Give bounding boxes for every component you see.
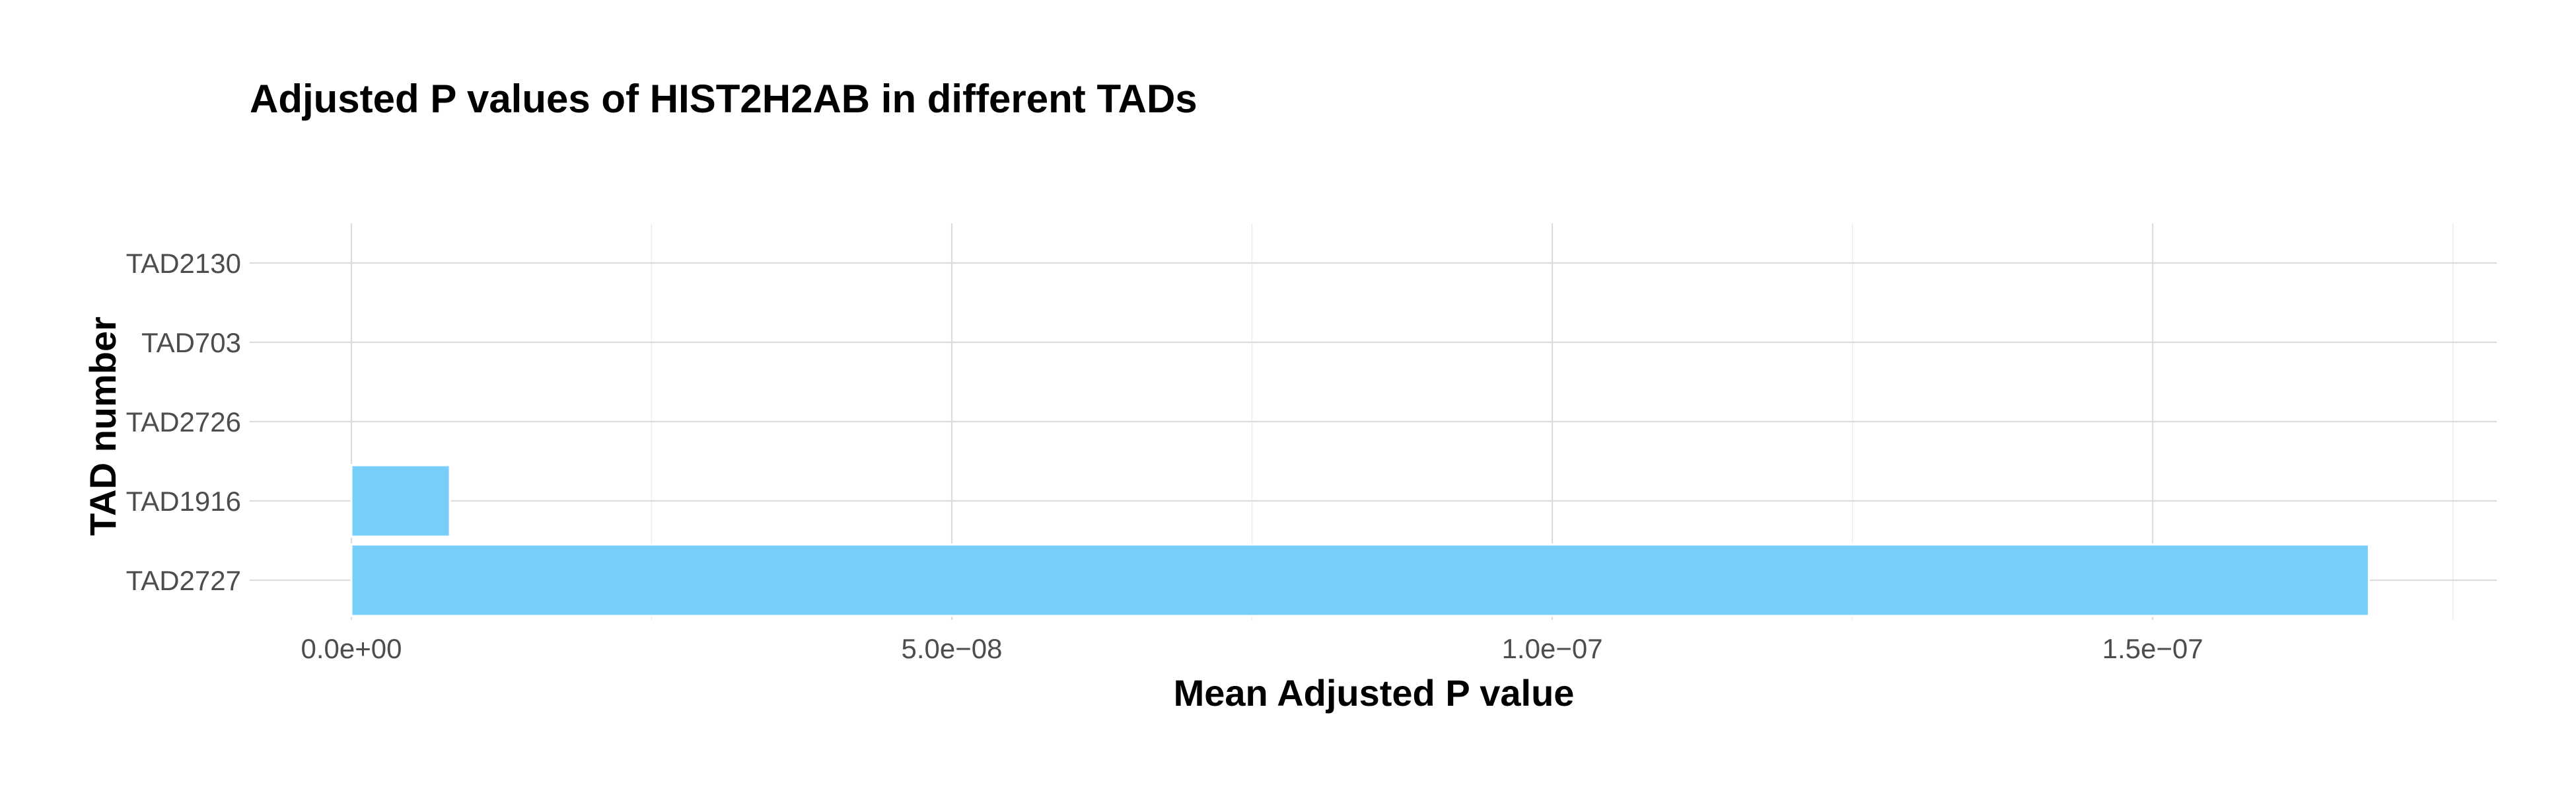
bar-tad1916 — [350, 464, 451, 538]
x-tick-label: 1.0e−07 — [1502, 633, 1603, 664]
y-tick-label: TAD1916 — [126, 486, 241, 517]
chart-title: Adjusted P values of HIST2H2AB in differ… — [250, 77, 1198, 121]
x-tick-label: 0.0e+00 — [301, 633, 402, 664]
bar-tad2727 — [350, 543, 2370, 617]
bars — [350, 464, 2370, 617]
x-tick-labels: 0.0e+00 5.0e−08 1.0e−07 1.5e−07 — [301, 633, 2203, 664]
y-tick-label: TAD2726 — [126, 406, 241, 437]
y-tick-labels: TAD2727 TAD1916 TAD2726 TAD703 TAD2130 — [126, 248, 241, 596]
y-axis-title: TAD number — [82, 317, 124, 536]
y-tick-label: TAD703 — [141, 327, 241, 358]
x-axis-title: Mean Adjusted P value — [1174, 672, 1575, 714]
x-tick-label: 5.0e−08 — [902, 633, 1003, 664]
y-tick-label: TAD2130 — [126, 248, 241, 279]
y-tick-label: TAD2727 — [126, 565, 241, 596]
x-tick-label: 1.5e−07 — [2102, 633, 2203, 664]
